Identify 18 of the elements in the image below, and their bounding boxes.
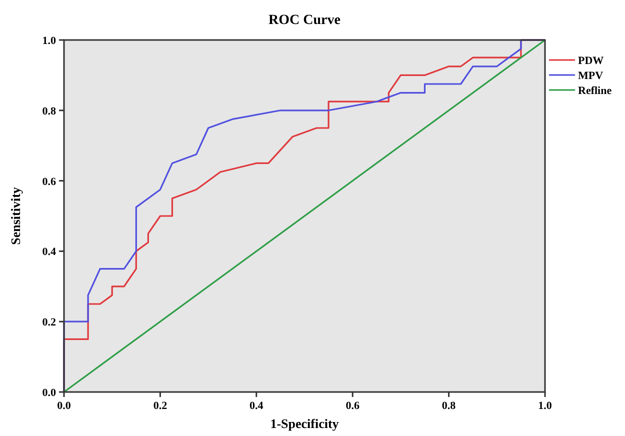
y-tick-label: 0.2 (42, 316, 56, 329)
y-tick-label: 0.8 (42, 105, 56, 118)
x-axis-title: 1-Specificity (270, 416, 340, 431)
chart-title: ROC Curve (268, 13, 340, 28)
legend-label: PDW (578, 55, 604, 67)
legend-label: Refline (578, 85, 612, 97)
x-tick-label: 0.0 (57, 400, 72, 412)
x-tick-label: 0.4 (250, 400, 264, 412)
y-axis-title: Sensitivity (8, 186, 23, 245)
x-tick-label: 0.6 (346, 400, 360, 412)
y-tick-label: 0.4 (42, 246, 56, 258)
y-tick-label: 0.6 (42, 176, 56, 188)
y-tick-label: 0.0 (42, 387, 56, 399)
legend-label: MPV (578, 70, 604, 82)
x-tick-label: 1.0 (538, 400, 552, 412)
y-tick-label: 1.0 (42, 35, 56, 47)
x-tick-label: 0.8 (442, 400, 456, 412)
x-tick-label: 0.2 (153, 400, 168, 412)
